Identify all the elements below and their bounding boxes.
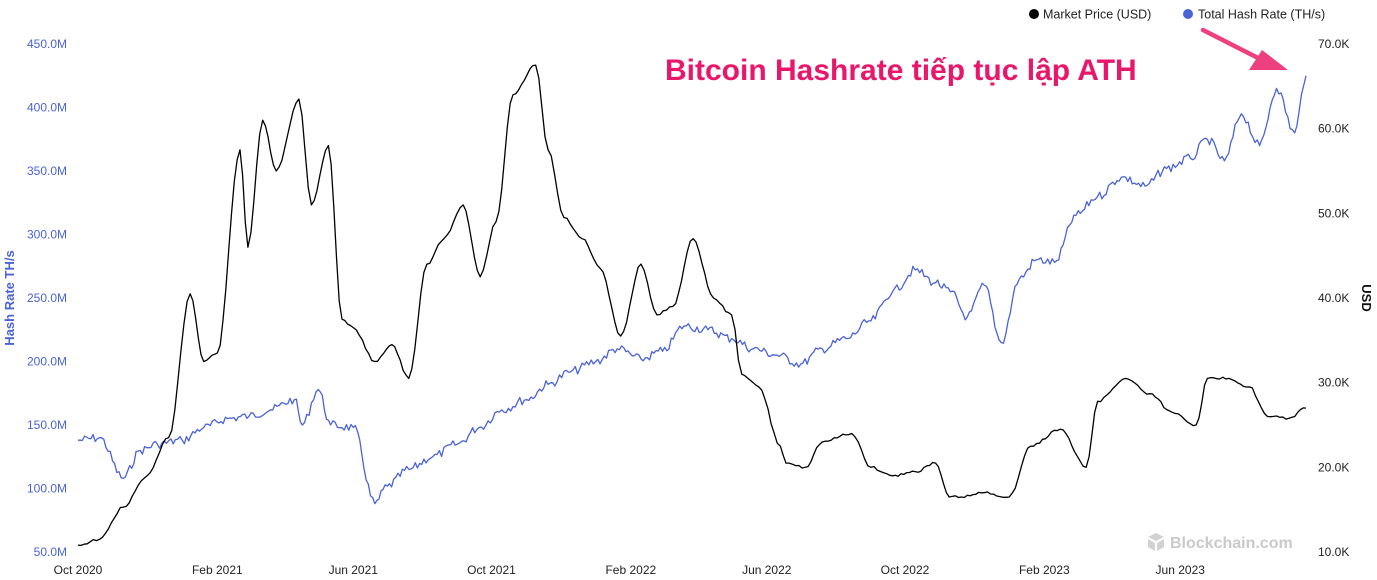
legend-label-market-price: Market Price (USD) [1043, 8, 1151, 22]
left-y-tick-label: 450.0M [27, 37, 67, 51]
right-y-tick-label: 40.0K [1318, 291, 1349, 305]
left-y-tick-label: 350.0M [27, 164, 67, 178]
left-y-tick-label: 300.0M [27, 228, 67, 242]
watermark-text: Blockchain.com [1170, 535, 1293, 552]
left-y-tick-label: 100.0M [27, 482, 67, 496]
arrow-icon [1200, 27, 1288, 70]
x-tick-label: Feb 2022 [605, 563, 656, 577]
watermark: Blockchain.com [1148, 533, 1293, 552]
right-y-tick-label: 30.0K [1318, 376, 1349, 390]
chart-title: Bitcoin Hashrate tiếp tục lập ATH [665, 54, 1137, 87]
right-y-tick-label: 20.0K [1318, 460, 1349, 474]
left-y-tick-label: 200.0M [27, 355, 67, 369]
blockchain-logo-icon [1148, 533, 1164, 551]
x-axis: Oct 2020 Feb 2021 Jun 2021 Oct 2021 Feb 2022… [54, 563, 1206, 577]
left-y-tick-label: 150.0M [27, 418, 67, 432]
legend-dot-hash-rate [1183, 9, 1193, 19]
legend-label-hash-rate: Total Hash Rate (TH/s) [1198, 8, 1325, 22]
right-y-axis: 10.0K 20.0K 30.0K 40.0K 50.0K 60.0K 70.0K [1318, 37, 1349, 559]
legend: Market Price (USD) Total Hash Rate (TH/s… [1029, 8, 1325, 22]
legend-item-market-price[interactable]: Market Price (USD) [1029, 8, 1151, 22]
legend-dot-market-price [1029, 9, 1039, 19]
x-tick-label: Jun 2023 [1156, 563, 1206, 577]
right-y-tick-label: 60.0K [1318, 122, 1349, 136]
x-tick-label: Jun 2021 [329, 563, 379, 577]
right-axis-title: USD [1359, 284, 1374, 311]
left-y-tick-label: 50.0M [34, 545, 67, 559]
left-y-tick-label: 250.0M [27, 291, 67, 305]
x-tick-label: Feb 2021 [192, 563, 243, 577]
x-tick-label: Feb 2023 [1019, 563, 1070, 577]
x-tick-label: Oct 2022 [881, 563, 930, 577]
right-y-tick-label: 10.0K [1318, 545, 1349, 559]
market-price-line [77, 64, 1307, 547]
x-tick-label: Oct 2021 [467, 563, 516, 577]
x-tick-label: Oct 2020 [54, 563, 103, 577]
x-tick-label: Jun 2022 [742, 563, 792, 577]
right-y-tick-label: 70.0K [1318, 37, 1349, 51]
series-layer [77, 64, 1307, 547]
left-y-axis: 50.0M 100.0M 150.0M 200.0M 250.0M 300.0M 350.0… [27, 37, 67, 559]
left-axis-title: Hash Rate TH/s [2, 250, 17, 345]
hash-rate-line [77, 75, 1307, 505]
left-y-tick-label: 400.0M [27, 101, 67, 115]
right-y-tick-label: 50.0K [1318, 206, 1349, 220]
legend-item-hash-rate[interactable]: Total Hash Rate (TH/s) [1183, 8, 1325, 22]
